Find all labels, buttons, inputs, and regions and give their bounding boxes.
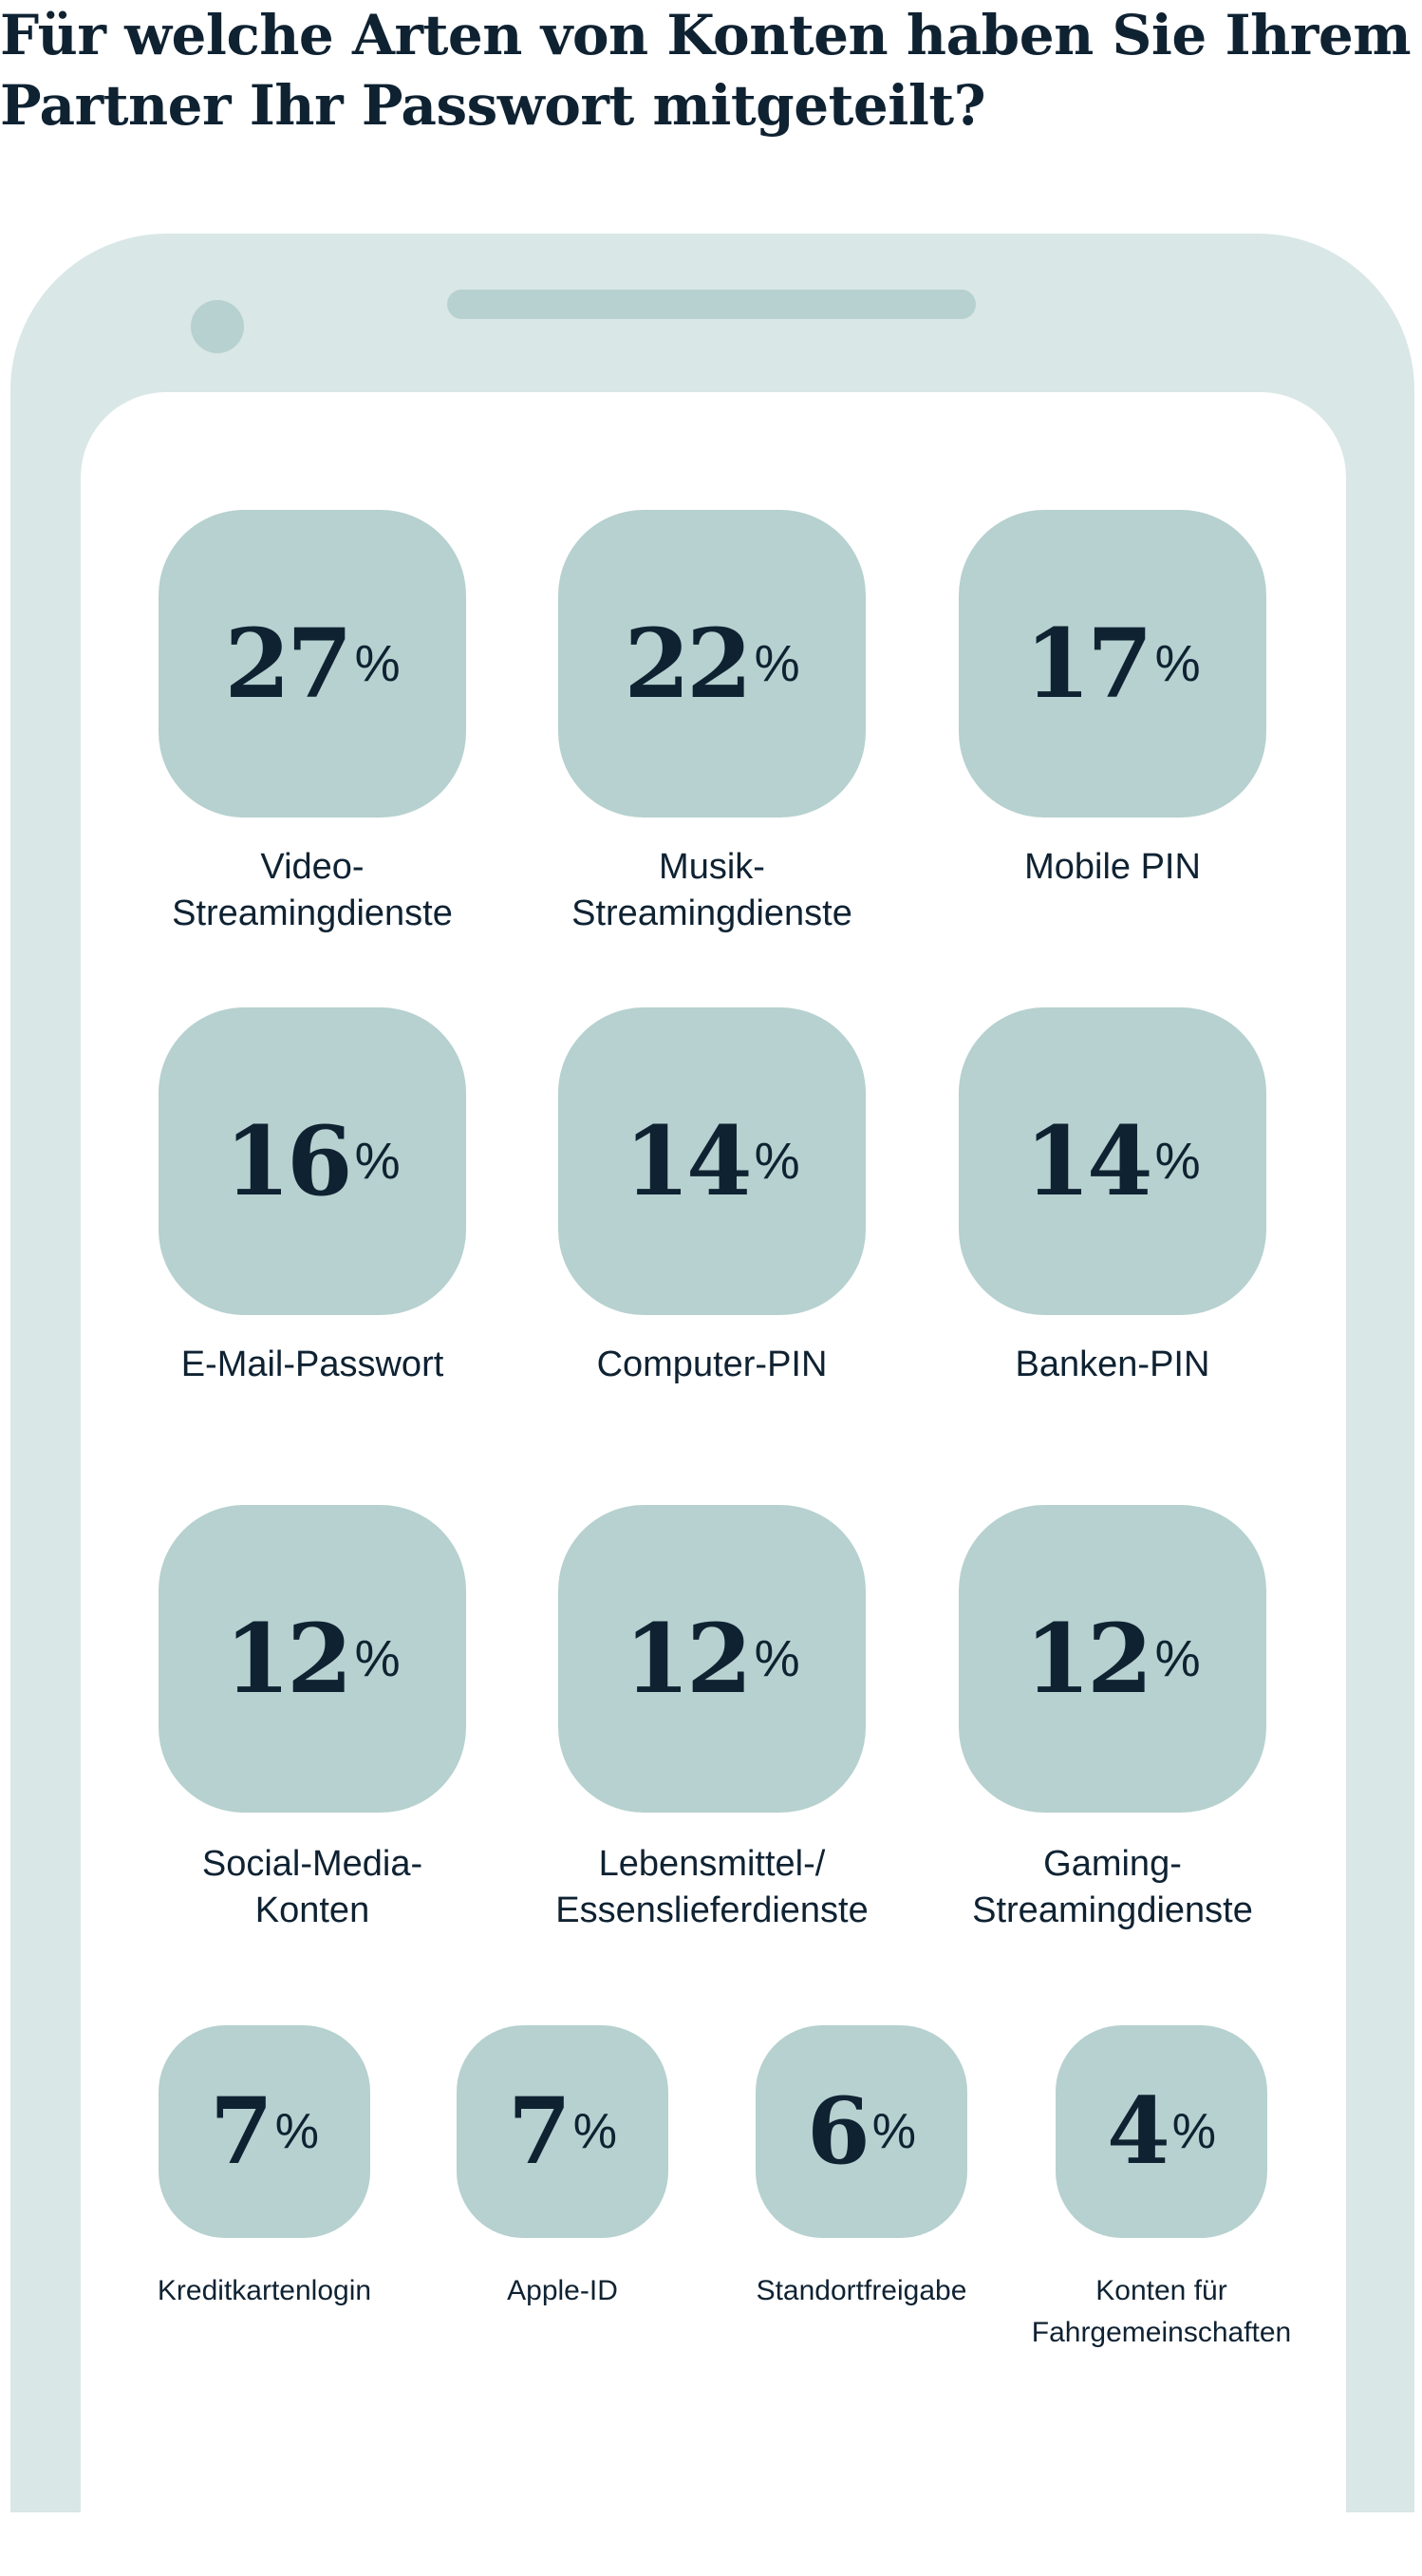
stat-tile: 12% [959,1505,1266,1813]
camera-icon [191,300,244,353]
stat-tile: 14% [959,1007,1266,1315]
percent-sign: % [1171,2104,1217,2159]
percent-sign: % [1154,635,1201,692]
stat-label: Apple-ID [507,2275,618,2306]
stat-value: 12 [1024,1603,1152,1715]
stat-label: Mobile PIN [1024,847,1201,887]
stat-tile: 27% [159,510,466,818]
percent-sign: % [354,635,401,692]
percent-sign: % [754,1133,800,1190]
percent-sign: % [1154,1630,1201,1687]
stat-value: 7 [209,2078,273,2185]
percent-sign: % [572,2104,618,2159]
stat-tile: 14% [558,1007,866,1315]
stat-value: 16 [224,1105,352,1217]
stat-value: 14 [1024,1105,1152,1217]
stat-label: Musik- Streamingdienste [571,847,852,933]
stat-tile: 22% [558,510,866,818]
stat-tile: 6% [756,2025,967,2238]
stat-tile: 4% [1056,2025,1267,2238]
percent-sign: % [754,635,800,692]
percent-sign: % [1154,1133,1201,1190]
percent-sign: % [871,2104,917,2159]
stat-value: 27 [224,608,352,720]
percent-sign: % [354,1133,401,1190]
stat-label: Konten für Fahrgemeinschaften [1031,2275,1292,2348]
page-title: Für welche Arten von Konten haben Sie Ih… [0,3,1412,138]
stat-tile: 7% [159,2025,370,2238]
stat-tile: 12% [558,1505,866,1813]
percent-sign: % [274,2104,320,2159]
stat-label: Banken-PIN [1015,1344,1210,1384]
stat-label: Gaming- Streamingdienste [972,1844,1253,1930]
stat-label: Social-Media- Konten [201,1844,423,1930]
stat-value: 17 [1024,608,1152,720]
stat-tile: 12% [159,1505,466,1813]
speaker-icon [447,290,976,319]
stat-value: 4 [1106,2078,1170,2185]
stat-label: Kreditkartenlogin [157,2275,372,2306]
stat-label: Standortfreigabe [756,2275,967,2306]
stat-label: Lebensmittel-/ Essenslieferdienste [555,1844,869,1930]
stat-value: 22 [624,608,752,720]
stat-value: 6 [806,2078,870,2185]
stat-label: E-Mail-Passwort [180,1344,444,1384]
stat-value: 12 [224,1603,352,1715]
percent-sign: % [754,1630,800,1687]
stat-tile: 17% [959,510,1266,818]
stat-value: 14 [624,1105,752,1217]
stat-value: 12 [624,1603,752,1715]
stat-tile: 16% [159,1007,466,1315]
stat-value: 7 [507,2078,571,2185]
stat-tile: 7% [457,2025,668,2238]
percent-sign: % [354,1630,401,1687]
stat-label: Computer-PIN [596,1344,828,1384]
stat-label: Video- Streamingdienste [172,847,453,933]
